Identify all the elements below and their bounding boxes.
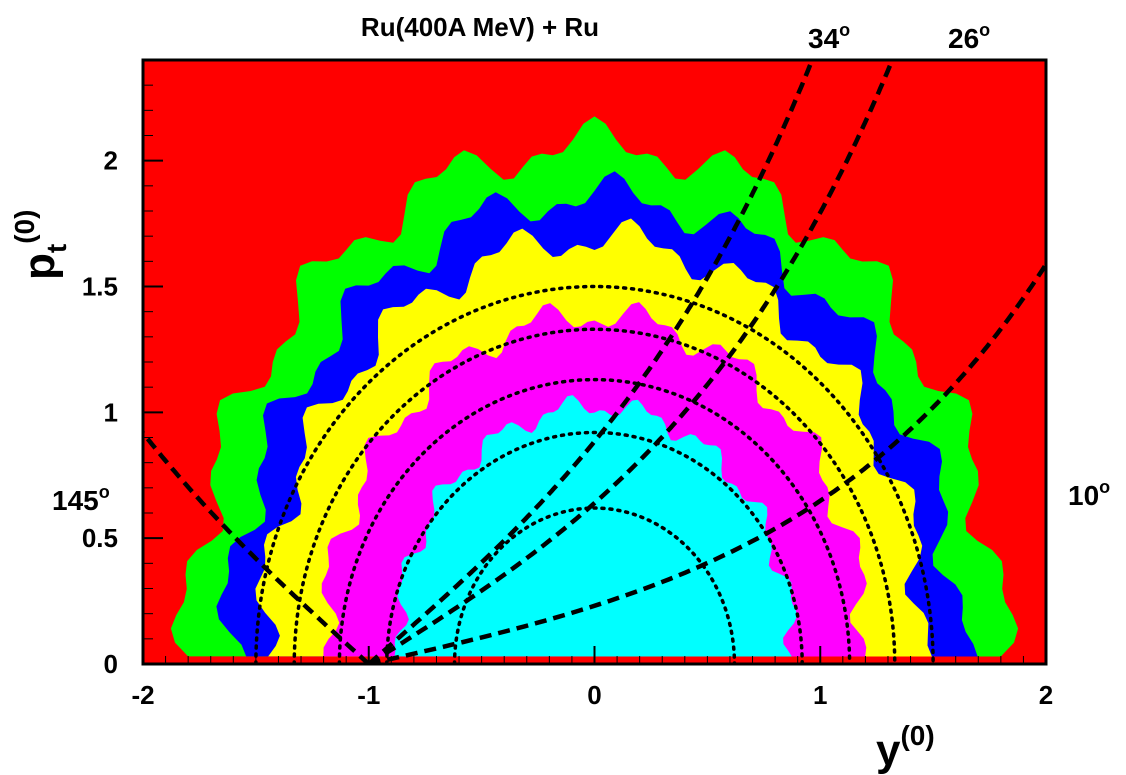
dotted-circles-layer bbox=[254, 284, 935, 664]
angle-lines-layer bbox=[143, 60, 1046, 664]
x-tick-label: -2 bbox=[131, 680, 154, 710]
axis-ticks: -2 -1 0 1 2 0 0.5 1 1.5 2 bbox=[82, 59, 1053, 710]
y-tick-label: 1.5 bbox=[82, 272, 118, 302]
x-axis-label: y(0) bbox=[876, 720, 935, 775]
y-tick-label: 0.5 bbox=[82, 523, 118, 553]
dotted-circle-3 bbox=[337, 378, 852, 664]
x-tick-label: 2 bbox=[1039, 680, 1053, 710]
angle-label-10: 10o bbox=[1068, 477, 1110, 511]
angle-labels: 145o 34o 26o 10o bbox=[52, 20, 1110, 516]
angle-line-34 bbox=[367, 60, 815, 664]
x-tick-label: 1 bbox=[813, 680, 827, 710]
angle-label-145: 145o bbox=[52, 482, 110, 516]
y-axis-label: pt(0) bbox=[9, 210, 72, 280]
y-tick-label: 2 bbox=[104, 146, 118, 176]
y-axis-label-sub: t bbox=[41, 244, 72, 253]
angle-line-145 bbox=[143, 429, 371, 664]
dotted-circle-5 bbox=[254, 284, 935, 664]
dotted-circle-2 bbox=[385, 430, 804, 664]
x-axis-label-main: y bbox=[876, 726, 901, 775]
y-tick-label: 1 bbox=[104, 397, 118, 427]
angle-label-34: 34o bbox=[808, 20, 850, 54]
chart-title: Ru(400A MeV) + Ru bbox=[361, 12, 599, 42]
x-tick-label: -1 bbox=[357, 680, 380, 710]
y-axis-label-sup: (0) bbox=[9, 210, 40, 244]
dotted-circle-1 bbox=[452, 506, 737, 664]
x-tick-label: 0 bbox=[587, 680, 601, 710]
dotted-circle-4 bbox=[292, 327, 897, 664]
y-tick-label: 0 bbox=[104, 649, 118, 679]
y-axis-label-main: p bbox=[15, 253, 64, 280]
angle-line-10 bbox=[368, 260, 1046, 664]
plot-area bbox=[143, 60, 1046, 664]
angle-line-26 bbox=[367, 60, 895, 664]
angle-label-26: 26o bbox=[948, 20, 990, 54]
svg-text:pt(0): pt(0) bbox=[9, 210, 72, 280]
x-axis-label-sup: (0) bbox=[900, 720, 934, 751]
